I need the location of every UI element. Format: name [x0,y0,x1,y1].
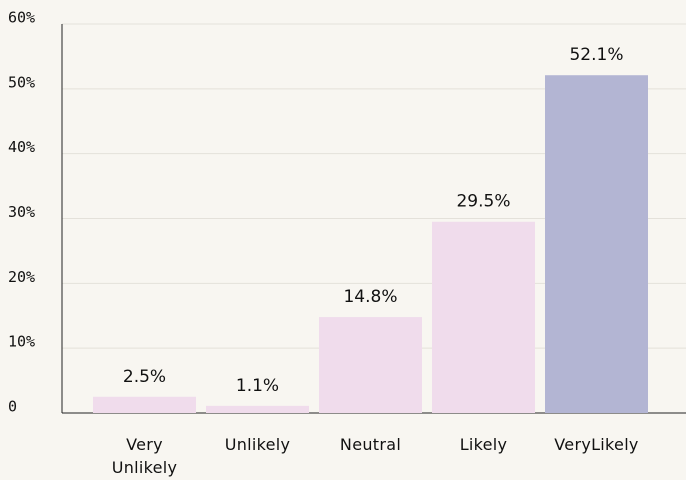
bar [545,75,648,414]
value-label: 29.5% [456,192,510,212]
bar [206,405,309,413]
y-tick-label: 60% [8,9,35,27]
x-tick-label: Very Unlikely [111,435,178,477]
value-label: 52.1% [569,45,623,65]
value-label: 2.5% [123,367,166,387]
bar [432,221,535,413]
y-tick-label: 10% [8,333,35,351]
y-tick-label: 50% [8,73,35,91]
value-label: 14.8% [343,287,397,307]
bar [319,317,422,413]
x-tick-label: Neutral [339,435,402,454]
y-tick-label: 30% [8,203,35,221]
bar [93,396,196,413]
x-tick-label: Likely [459,435,508,454]
value-label: 1.1% [236,376,279,396]
y-tick-label: 20% [8,268,35,286]
x-tick-label: Unlikely [224,435,291,454]
x-tick-label: VeryLikely [554,435,639,454]
y-tick-label: 40% [8,138,35,156]
y-tick-label: 0 [8,398,17,416]
